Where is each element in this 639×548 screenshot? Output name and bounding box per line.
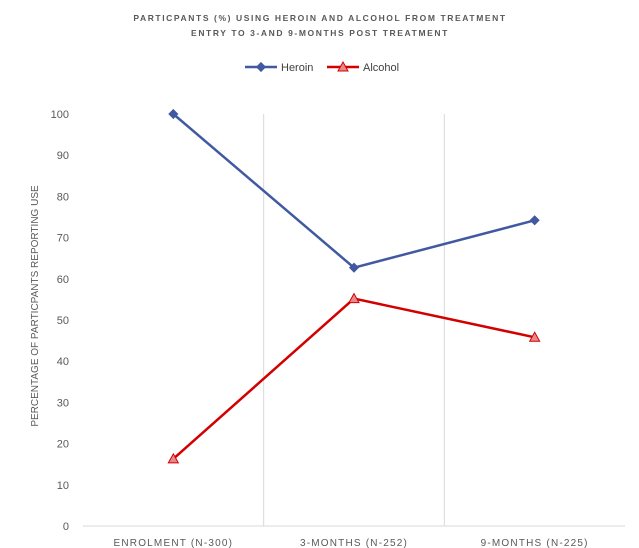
legend-label: Heroin [281, 62, 313, 74]
data-point [348, 262, 360, 273]
data-point [168, 108, 179, 120]
chart-title-line-1: PARTICPANTS (%) USING HEROIN AND ALCOHOL… [133, 13, 506, 23]
y-axis-label: PERCENTAGE OF PARTICPANTS REPORTING USE [30, 185, 41, 427]
data-point [337, 60, 349, 72]
y-tick-label: 100 [51, 109, 69, 121]
data-point [167, 452, 180, 464]
y-tick-label: 40 [57, 356, 69, 368]
legend-label: Alcohol [363, 62, 399, 74]
x-category-label: ENROLMENT (N-300) [113, 538, 233, 548]
y-tick-label: 60 [57, 274, 69, 286]
chart-title-line-2: ENTRY TO 3-AND 9-MONTHS POST TREATMENT [191, 28, 449, 38]
data-point [255, 61, 267, 73]
data-point [529, 215, 540, 226]
data-point [528, 331, 541, 342]
y-tick-label: 30 [57, 397, 69, 409]
y-tick-labels: 0 10 20 30 40 50 60 70 80 90 100 [51, 109, 69, 533]
y-tick-label: 50 [57, 315, 69, 327]
data-point [348, 292, 360, 304]
legend-item-heroin: Heroin [245, 61, 313, 74]
grid [83, 114, 625, 527]
x-category-label: 9-MONTHS (N-225) [481, 538, 589, 548]
series-line [172, 113, 535, 269]
series-group [167, 108, 541, 464]
y-tick-label: 80 [57, 191, 69, 203]
x-category-labels: ENROLMENT (N-300) 3-MONTHS (N-252) 9-MONTH… [113, 538, 589, 548]
series-heroin [168, 108, 540, 273]
x-category-label: 3-MONTHS (N-252) [300, 538, 408, 548]
y-tick-label: 10 [57, 480, 69, 492]
series-line [172, 297, 535, 460]
y-tick-label: 90 [57, 150, 69, 162]
y-tick-label: 70 [57, 233, 69, 245]
legend-item-alcohol: Alcohol [327, 60, 399, 74]
y-tick-label: 0 [63, 521, 69, 533]
y-tick-label: 20 [57, 439, 69, 451]
legend: Heroin Alcohol [245, 60, 399, 74]
series-alcohol [167, 292, 541, 464]
